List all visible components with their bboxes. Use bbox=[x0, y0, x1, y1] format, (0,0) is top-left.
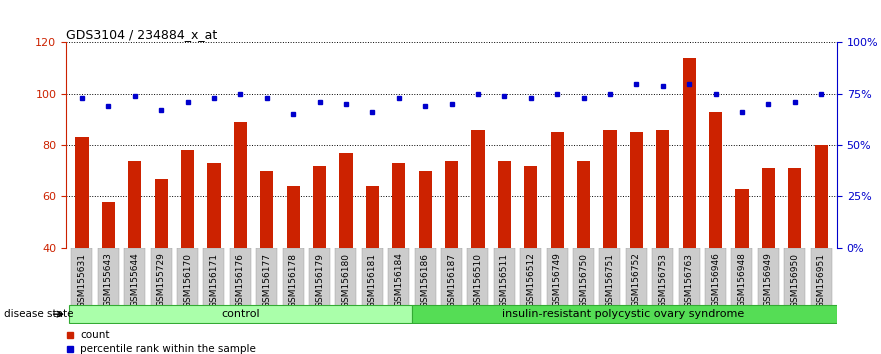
Text: GSM156763: GSM156763 bbox=[685, 253, 693, 308]
Bar bbox=[154, 178, 167, 248]
FancyBboxPatch shape bbox=[573, 248, 594, 308]
Text: percentile rank within the sample: percentile rank within the sample bbox=[80, 344, 255, 354]
Text: GSM156179: GSM156179 bbox=[315, 253, 324, 308]
Bar bbox=[339, 153, 352, 248]
FancyBboxPatch shape bbox=[230, 248, 251, 308]
Text: control: control bbox=[221, 309, 260, 319]
FancyBboxPatch shape bbox=[309, 248, 330, 308]
FancyBboxPatch shape bbox=[784, 248, 805, 308]
FancyBboxPatch shape bbox=[705, 248, 726, 308]
Bar bbox=[313, 166, 326, 248]
Text: GSM156753: GSM156753 bbox=[658, 253, 667, 308]
FancyBboxPatch shape bbox=[204, 248, 225, 308]
Text: GSM156177: GSM156177 bbox=[263, 253, 271, 308]
Text: GSM156751: GSM156751 bbox=[605, 253, 614, 308]
Bar bbox=[709, 112, 722, 248]
FancyBboxPatch shape bbox=[362, 248, 383, 308]
Text: GSM156170: GSM156170 bbox=[183, 253, 192, 308]
FancyBboxPatch shape bbox=[98, 248, 119, 308]
Bar bbox=[445, 161, 458, 248]
Bar bbox=[551, 132, 564, 248]
FancyBboxPatch shape bbox=[546, 248, 567, 308]
FancyBboxPatch shape bbox=[678, 248, 700, 308]
Bar bbox=[418, 171, 432, 248]
Text: GSM156948: GSM156948 bbox=[737, 253, 746, 308]
FancyBboxPatch shape bbox=[493, 248, 515, 308]
Text: GSM156186: GSM156186 bbox=[420, 253, 430, 308]
FancyBboxPatch shape bbox=[124, 248, 145, 308]
Bar bbox=[603, 130, 617, 248]
Text: GSM156184: GSM156184 bbox=[394, 253, 403, 308]
FancyBboxPatch shape bbox=[69, 306, 412, 323]
Bar bbox=[260, 171, 273, 248]
FancyBboxPatch shape bbox=[520, 248, 541, 308]
FancyBboxPatch shape bbox=[256, 248, 278, 308]
Bar bbox=[75, 137, 88, 248]
Text: GSM156950: GSM156950 bbox=[790, 253, 799, 308]
Text: GSM156951: GSM156951 bbox=[817, 253, 825, 308]
Bar bbox=[101, 202, 115, 248]
FancyBboxPatch shape bbox=[811, 248, 832, 308]
FancyBboxPatch shape bbox=[283, 248, 304, 308]
Text: GSM156178: GSM156178 bbox=[289, 253, 298, 308]
Text: count: count bbox=[80, 330, 109, 341]
Bar bbox=[630, 132, 643, 248]
Bar bbox=[524, 166, 537, 248]
FancyBboxPatch shape bbox=[626, 248, 647, 308]
Text: GSM156752: GSM156752 bbox=[632, 253, 640, 308]
FancyBboxPatch shape bbox=[177, 248, 198, 308]
FancyBboxPatch shape bbox=[71, 248, 93, 308]
Text: GSM156181: GSM156181 bbox=[367, 253, 377, 308]
Text: GSM156176: GSM156176 bbox=[236, 253, 245, 308]
Text: GSM155644: GSM155644 bbox=[130, 253, 139, 307]
FancyBboxPatch shape bbox=[336, 248, 357, 308]
FancyBboxPatch shape bbox=[731, 248, 752, 308]
FancyBboxPatch shape bbox=[412, 306, 837, 323]
Bar bbox=[815, 145, 828, 248]
Bar bbox=[788, 168, 802, 248]
Text: GSM156749: GSM156749 bbox=[552, 253, 561, 308]
Bar bbox=[736, 189, 749, 248]
Bar bbox=[498, 161, 511, 248]
FancyBboxPatch shape bbox=[758, 248, 779, 308]
FancyBboxPatch shape bbox=[415, 248, 436, 308]
Text: GSM156510: GSM156510 bbox=[473, 253, 483, 308]
Bar bbox=[762, 168, 775, 248]
Text: GSM156512: GSM156512 bbox=[526, 253, 536, 308]
Bar bbox=[286, 186, 300, 248]
Text: GSM155729: GSM155729 bbox=[157, 253, 166, 308]
Text: insulin-resistant polycystic ovary syndrome: insulin-resistant polycystic ovary syndr… bbox=[502, 309, 744, 319]
Text: GSM156946: GSM156946 bbox=[711, 253, 720, 308]
FancyBboxPatch shape bbox=[441, 248, 462, 308]
Text: GSM156171: GSM156171 bbox=[210, 253, 218, 308]
Text: GSM156750: GSM156750 bbox=[579, 253, 588, 308]
Bar bbox=[128, 161, 141, 248]
Text: disease state: disease state bbox=[4, 309, 74, 319]
Text: GDS3104 / 234884_x_at: GDS3104 / 234884_x_at bbox=[66, 28, 218, 41]
Bar bbox=[656, 130, 670, 248]
Bar bbox=[233, 122, 247, 248]
Bar bbox=[471, 130, 485, 248]
FancyBboxPatch shape bbox=[652, 248, 673, 308]
Text: GSM156180: GSM156180 bbox=[342, 253, 351, 308]
Bar bbox=[392, 163, 405, 248]
Text: GSM155631: GSM155631 bbox=[78, 253, 86, 308]
FancyBboxPatch shape bbox=[467, 248, 488, 308]
Text: GSM155643: GSM155643 bbox=[104, 253, 113, 308]
Text: GSM156511: GSM156511 bbox=[500, 253, 509, 308]
Text: GSM156187: GSM156187 bbox=[447, 253, 456, 308]
Bar bbox=[207, 163, 220, 248]
Text: GSM156949: GSM156949 bbox=[764, 253, 773, 308]
Bar bbox=[366, 186, 379, 248]
Bar bbox=[683, 58, 696, 248]
FancyBboxPatch shape bbox=[151, 248, 172, 308]
Bar bbox=[181, 150, 194, 248]
Bar bbox=[577, 161, 590, 248]
FancyBboxPatch shape bbox=[599, 248, 620, 308]
FancyBboxPatch shape bbox=[389, 248, 410, 308]
